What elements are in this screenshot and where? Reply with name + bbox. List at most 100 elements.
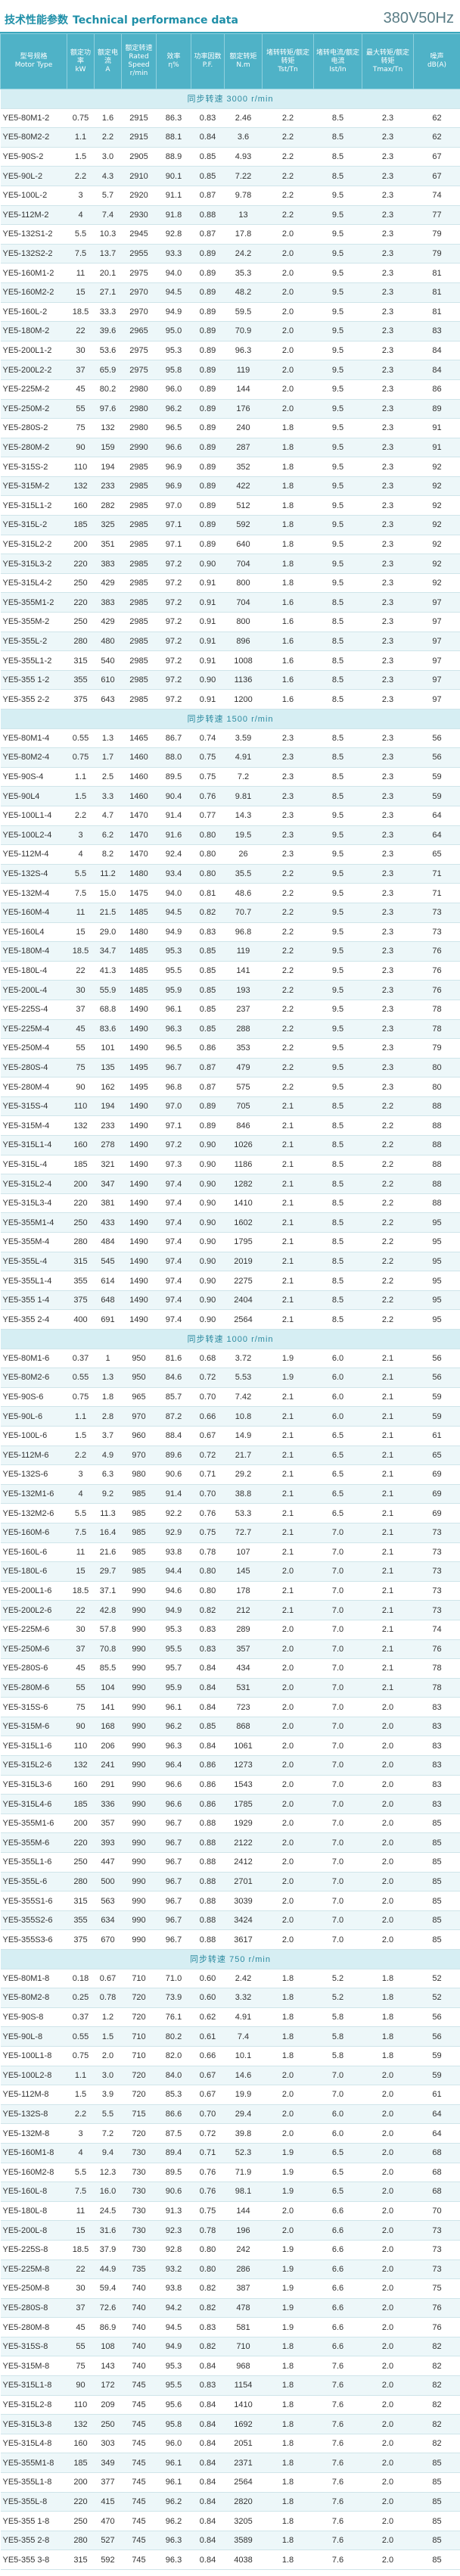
- cell: 0.78: [191, 2220, 225, 2241]
- cell: 2.3: [262, 806, 314, 826]
- cell: 2985: [121, 476, 157, 497]
- cell: 8.5: [313, 1174, 362, 1194]
- cell: 0.90: [191, 1271, 225, 1291]
- cell: 0.89: [191, 244, 225, 264]
- cell: 0.84: [191, 2453, 225, 2474]
- motor-type: YE5-355M1-6: [0, 1813, 67, 1834]
- cell: 4.3: [94, 166, 122, 186]
- cell: 2.2: [362, 1271, 414, 1291]
- cell: 84.6: [156, 1368, 191, 1388]
- cell: 2.0: [262, 263, 314, 283]
- cell: 2.0: [362, 2201, 414, 2222]
- cell: 0.82: [191, 2298, 225, 2319]
- cell: 132: [94, 418, 122, 438]
- cell: 1929: [224, 1813, 263, 1834]
- cell: 6.5: [313, 2181, 362, 2202]
- cell: 4: [67, 1484, 95, 1505]
- cell: 7.0: [313, 1755, 362, 1776]
- cell: 0.85: [191, 1019, 225, 1040]
- cell: 2371: [224, 2453, 263, 2474]
- cell: 7.5: [67, 1523, 95, 1543]
- cell: 2.3: [362, 438, 414, 458]
- section-label: 同步转速 750 r/min: [0, 1949, 460, 1969]
- cell: 92.8: [156, 2240, 191, 2260]
- cell: 21.5: [94, 903, 122, 923]
- cell: 2.1: [262, 1290, 314, 1311]
- column-header: 堵转转矩/额定转矩 Tst/Tn: [262, 33, 314, 89]
- cell: 4.91: [224, 2007, 263, 2028]
- cell: 1495: [121, 1058, 157, 1078]
- cell: 95: [413, 1271, 460, 1291]
- cell: 1.5: [67, 147, 95, 167]
- cell: 7.0: [313, 1852, 362, 1873]
- data-row: YE5-160M1-8 4 9.4 730 89.4 0.71 52.3 1.9 6.5 2.0 6…: [0, 2143, 460, 2163]
- cell: 7.5: [67, 2181, 95, 2202]
- cell: 2.1: [262, 1232, 314, 1252]
- cell: 2.3: [362, 554, 414, 574]
- cell: 12.3: [94, 2163, 122, 2183]
- cell: 2.1: [362, 1484, 414, 1505]
- cell: 447: [94, 1852, 122, 1873]
- data-row: YE5-90S-2 1.5 3.0 2905 88.9 0.85 4.93 2.2 8.5 2.3…: [0, 147, 460, 167]
- cell: 2.1: [262, 1155, 314, 1175]
- cell: 97.4: [156, 1252, 191, 1272]
- motor-type: YE5-225M-8: [0, 2259, 67, 2280]
- data-row: YE5-90L-6 1.1 2.8 970 87.2 0.66 10.8 2.1 6.0 2.1 5…: [0, 1406, 460, 1427]
- cell: 2.3: [262, 786, 314, 806]
- cell: 1470: [121, 806, 157, 826]
- cell: 7.6: [313, 2453, 362, 2474]
- motor-type: YE5-280S-6: [0, 1658, 67, 1679]
- cell: 2.0: [262, 1872, 314, 1892]
- cell: 19.9: [224, 2085, 263, 2105]
- cell: 97.4: [156, 1212, 191, 1233]
- cell: 1485: [121, 980, 157, 1000]
- data-row: YE5-355S2-6 355 634 990 96.7 0.88 3424 2.0 7.0 2.…: [0, 1910, 460, 1931]
- cell: 64: [413, 825, 460, 846]
- section-label: 同步转速 1000 r/min: [0, 1329, 460, 1349]
- cell: 96.5: [156, 1038, 191, 1059]
- cell: 7.0: [313, 1794, 362, 1814]
- cell: 2.3: [362, 922, 414, 943]
- cell: 0.72: [191, 2123, 225, 2144]
- cell: 8.5: [313, 786, 362, 806]
- cell: 22: [67, 961, 95, 981]
- cell: 8.5: [313, 1252, 362, 1272]
- cell: 1.8: [262, 495, 314, 516]
- cell: 185: [67, 515, 95, 535]
- data-row: YE5-315L2-4 200 347 1490 97.4 0.90 1282 2.1 8.5 2…: [0, 1174, 460, 1194]
- motor-type: YE5-80M2-6: [0, 1368, 67, 1388]
- cell: 2.42: [224, 1969, 263, 1989]
- cell: 108: [94, 2337, 122, 2357]
- cell: 710: [121, 2026, 157, 2047]
- cell: 745: [121, 2375, 157, 2396]
- motor-type: YE5-160L-8: [0, 2181, 67, 2202]
- cell: 2.1: [362, 1523, 414, 1543]
- cell: 950: [121, 1349, 157, 1369]
- data-row: YE5-112M-8 1.5 3.9 720 85.3 0.67 19.9 2.0 7.0 2.0…: [0, 2085, 460, 2105]
- cell: 280: [67, 1232, 95, 1252]
- cell: 2.0: [362, 1891, 414, 1911]
- cell: 110: [67, 1096, 95, 1117]
- cell: 9.5: [313, 1077, 362, 1097]
- cell: 2.3: [362, 767, 414, 787]
- cell: 91.6: [156, 825, 191, 846]
- cell: 9.5: [313, 573, 362, 594]
- data-row: YE5-80M1-2 0.75 1.6 2915 86.3 0.83 2.46 2.2 8.5 2…: [0, 108, 460, 129]
- cell: 2.3: [362, 1019, 414, 1040]
- cell: 7.2: [224, 767, 263, 787]
- data-row: YE5-355L-4 315 545 1490 97.4 0.90 2019 2.1 8.5 2.…: [0, 1252, 460, 1272]
- cell: 740: [121, 2356, 157, 2377]
- cell: 9.81: [224, 786, 263, 806]
- cell: 2.1: [362, 1368, 414, 1388]
- cell: 1186: [224, 1155, 263, 1175]
- data-row: YE5-355M-6 220 393 990 96.7 0.88 2122 2.0 7.0 2.0…: [0, 1832, 460, 1854]
- cell: 8.5: [313, 147, 362, 167]
- cell: 0.91: [191, 689, 225, 709]
- cell: 527: [94, 2531, 122, 2551]
- data-row: YE5-355L1-6 250 447 990 96.7 0.88 2412 2.0 7.0 2.…: [0, 1852, 460, 1873]
- cell: 0.89: [191, 282, 225, 303]
- data-row: YE5-225M-4 45 83.6 1490 96.3 0.85 288 2.2 9.5 2.3…: [0, 1019, 460, 1040]
- data-row: YE5-355S1-6 315 563 990 96.7 0.88 3039 2.0 7.0 2.…: [0, 1891, 460, 1911]
- cell: 31.6: [94, 2220, 122, 2241]
- section-row: 同步转速 1000 r/min: [0, 1329, 460, 1349]
